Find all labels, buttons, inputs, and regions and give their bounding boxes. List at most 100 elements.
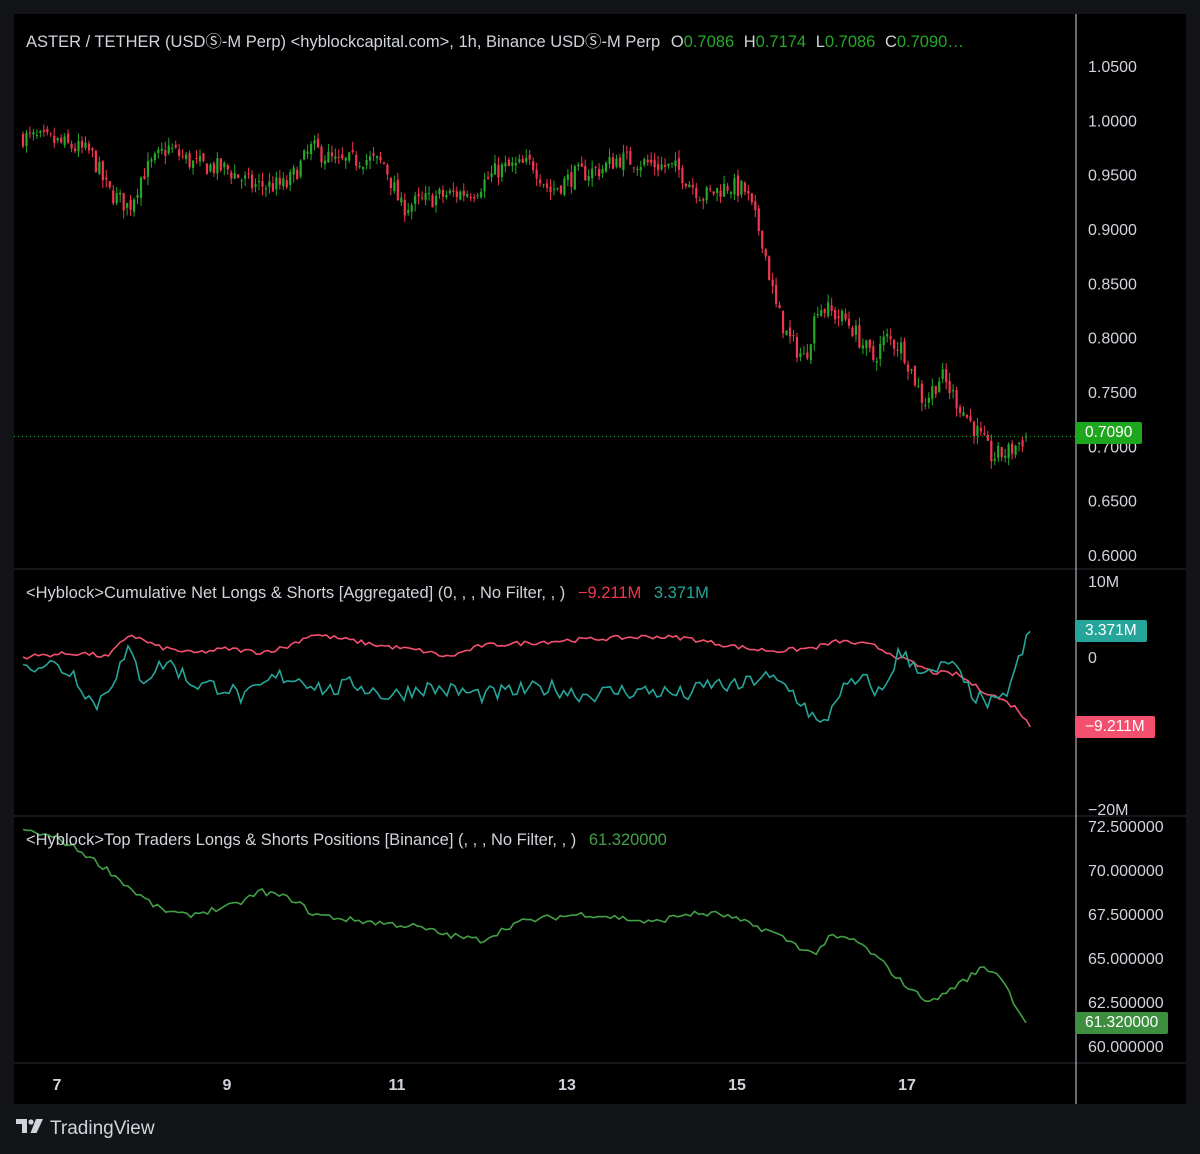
candle-body <box>80 140 84 148</box>
chart-frame[interactable]: 1.0500 1.0000 0.9500 0.9000 0.8500 0.8000 0.75… <box>14 14 1186 1104</box>
candle-body <box>899 342 903 354</box>
candle-body <box>473 197 476 199</box>
candle-body <box>823 309 826 313</box>
candle-body <box>539 179 542 184</box>
candle-body <box>139 177 143 198</box>
candle-body <box>906 364 910 372</box>
candle-body <box>733 178 736 195</box>
candle-body <box>309 143 313 155</box>
time-tick-label: 13 <box>558 1077 576 1094</box>
top-traders-header: <Hyblock>Top Traders Longs & Shorts Posi… <box>26 831 667 850</box>
candle-body <box>559 185 563 194</box>
candle-body <box>424 193 427 200</box>
candle-body <box>882 336 885 345</box>
time-tick-label: 17 <box>898 1077 916 1094</box>
candle-body <box>60 137 63 143</box>
candle-body <box>545 183 549 188</box>
candle-body <box>858 325 861 348</box>
candle-body <box>525 157 528 162</box>
candle-body <box>198 155 202 162</box>
candle-body <box>761 230 764 249</box>
candle-body <box>955 390 958 409</box>
candle-body <box>250 174 254 189</box>
net-ls-title[interactable]: <Hyblock>Cumulative Net Longs & Shorts [… <box>26 584 566 602</box>
candle-body <box>400 197 403 203</box>
candle-body <box>53 135 56 144</box>
top-traders-tick-label: 60.000000 <box>1088 1039 1164 1056</box>
ohlc-high-label: H <box>743 33 756 51</box>
candle-body <box>330 152 333 157</box>
candle-body <box>653 159 656 168</box>
candle-body <box>313 140 316 144</box>
candle-body <box>344 157 347 161</box>
tradingview-brand[interactable]: TradingView <box>50 1118 155 1139</box>
candle-body <box>417 194 420 197</box>
candle-body <box>469 197 472 199</box>
candle-body <box>785 330 788 336</box>
candle-body <box>490 173 493 178</box>
candle-body <box>924 405 927 407</box>
candle-body <box>112 190 115 204</box>
candle-body <box>584 166 587 181</box>
candle-body <box>993 458 996 461</box>
candle-body <box>223 162 226 168</box>
candle-body <box>691 184 694 188</box>
candle-body <box>216 158 219 174</box>
candle-body <box>257 181 261 183</box>
ohlc-high-value: 0.7174 <box>755 33 807 51</box>
candle-body <box>237 174 240 179</box>
candle-body <box>46 129 49 133</box>
candle-body <box>893 339 896 349</box>
candle-body <box>879 343 882 360</box>
price-tick-label: 1.0000 <box>1088 113 1137 130</box>
candle-body <box>337 156 340 158</box>
candle-body <box>521 158 524 163</box>
candle-body <box>965 414 969 418</box>
candle-body <box>1014 445 1017 455</box>
price-tick-label: 0.9000 <box>1088 222 1137 239</box>
candle-body <box>601 168 604 174</box>
candle-body <box>209 164 212 172</box>
candle-body <box>875 361 878 363</box>
candle-body <box>757 208 760 232</box>
candle-body <box>657 164 660 171</box>
symbol-title[interactable]: ASTER / TETHER (USDⓈ-M Perp) <hyblockcap… <box>26 33 661 51</box>
candle-body <box>587 176 590 181</box>
time-tick-label: 15 <box>728 1077 746 1094</box>
candle-body <box>289 172 292 186</box>
candle-body <box>872 346 875 360</box>
candle-body <box>535 169 538 179</box>
candle-body <box>917 385 920 387</box>
candle-body <box>768 256 771 281</box>
candle-body <box>771 279 774 287</box>
candle-body <box>240 180 243 182</box>
candle-body <box>466 194 469 197</box>
candle-body <box>146 160 150 177</box>
candle-body <box>372 153 375 156</box>
candle-body <box>271 183 274 192</box>
candle-body <box>230 172 233 179</box>
candle-body <box>608 157 611 164</box>
candle-body <box>126 202 129 208</box>
candle-body <box>636 168 639 171</box>
candle-body <box>264 188 268 190</box>
candle-body <box>205 163 209 175</box>
candle-body <box>244 175 247 179</box>
candle-body <box>171 147 174 149</box>
candle-body <box>39 131 42 133</box>
candle-body <box>573 166 576 190</box>
top-traders-title[interactable]: <Hyblock>Top Traders Longs & Shorts Posi… <box>26 831 577 849</box>
net-ls-tick-label: 10M <box>1088 574 1119 591</box>
candle-body <box>577 164 580 167</box>
candle-body <box>868 339 871 348</box>
chart-canvas[interactable]: 1.0500 1.0000 0.9500 0.9000 0.8500 0.8000 0.75… <box>14 14 1186 1104</box>
candle-body <box>834 309 837 320</box>
candle-body <box>407 210 410 214</box>
candle-body <box>643 159 646 165</box>
time-tick-label: 9 <box>223 1077 232 1094</box>
tradingview-logo-icon[interactable] <box>16 1117 44 1141</box>
candle-body <box>362 167 365 170</box>
candle-body <box>639 167 642 171</box>
candle-body <box>837 316 840 319</box>
candle-body <box>500 164 504 178</box>
